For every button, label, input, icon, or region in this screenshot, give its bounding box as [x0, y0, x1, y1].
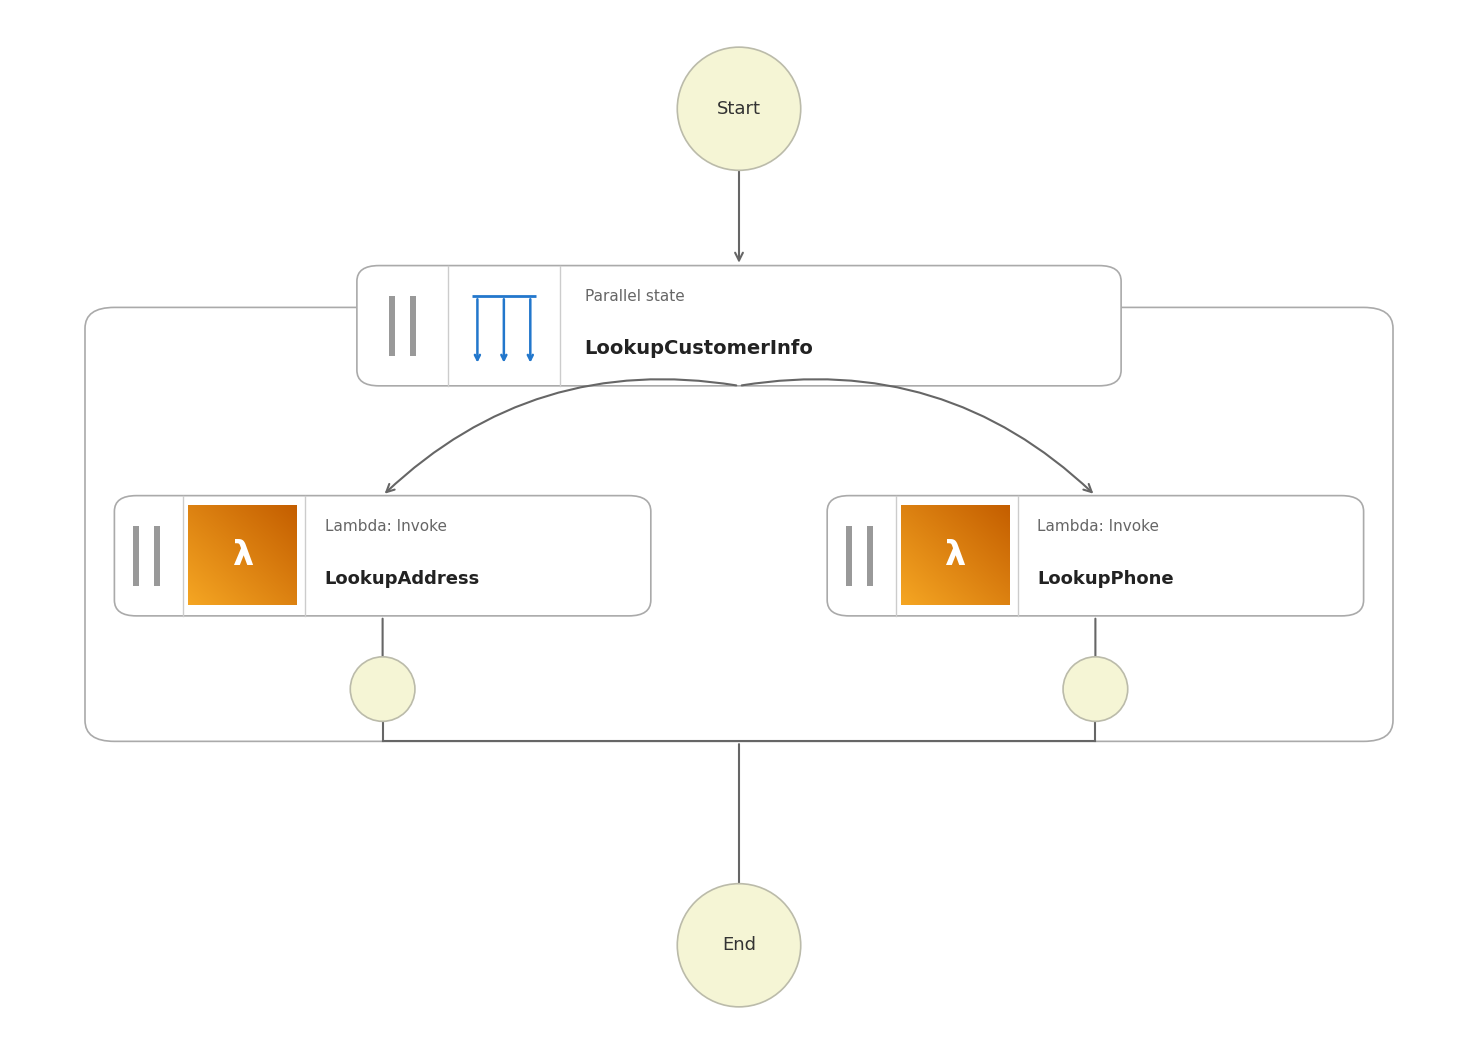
Bar: [409, 295, 415, 356]
Text: LookupAddress: LookupAddress: [325, 570, 480, 588]
FancyBboxPatch shape: [828, 495, 1364, 616]
Text: Lambda: Invoke: Lambda: Invoke: [1038, 519, 1159, 534]
Bar: [868, 526, 872, 586]
Text: Lambda: Invoke: Lambda: Invoke: [325, 519, 446, 534]
Bar: [847, 526, 853, 586]
Ellipse shape: [1063, 657, 1128, 721]
Text: Parallel state: Parallel state: [585, 289, 684, 304]
Text: λ: λ: [232, 540, 253, 572]
FancyBboxPatch shape: [114, 495, 650, 616]
Text: λ: λ: [944, 540, 965, 572]
Text: Start: Start: [717, 100, 761, 118]
Bar: [133, 526, 139, 586]
Bar: [154, 526, 160, 586]
FancyBboxPatch shape: [86, 308, 1392, 741]
Text: End: End: [721, 936, 757, 954]
Ellipse shape: [350, 657, 415, 721]
Text: LookupCustomerInfo: LookupCustomerInfo: [585, 339, 813, 358]
Ellipse shape: [677, 883, 801, 1007]
Text: LookupPhone: LookupPhone: [1038, 570, 1174, 588]
FancyBboxPatch shape: [356, 266, 1122, 386]
Bar: [389, 295, 395, 356]
Ellipse shape: [677, 47, 801, 171]
